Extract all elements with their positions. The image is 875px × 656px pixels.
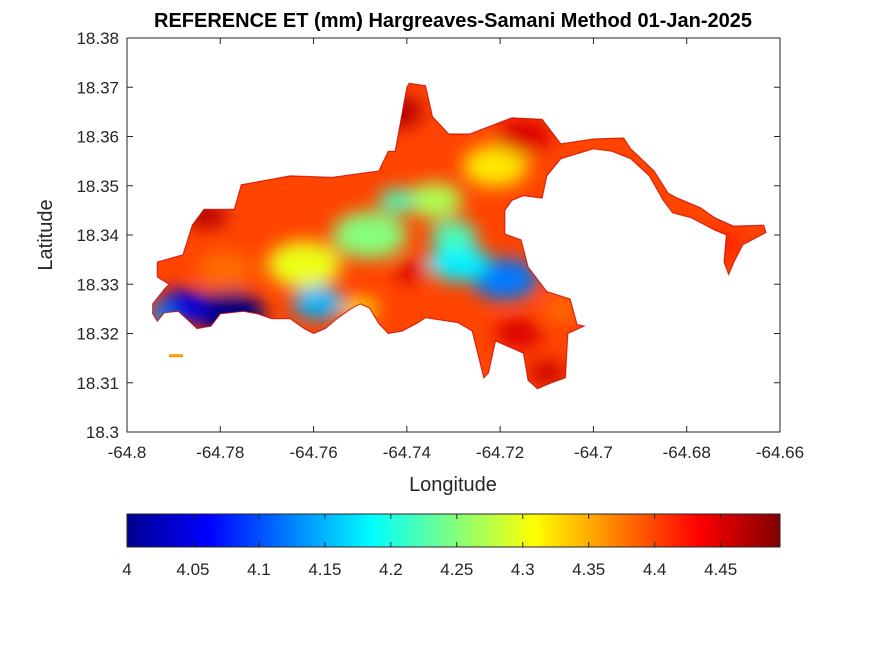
island-outline xyxy=(152,82,767,390)
colorbar-tick-label: 4.3 xyxy=(511,560,535,579)
y-tick-label: 18.34 xyxy=(76,226,119,245)
chart-title: REFERENCE ET (mm) Hargreaves-Samani Meth… xyxy=(154,10,752,32)
y-tick-label: 18.3 xyxy=(86,423,119,442)
x-tick-label: -64.66 xyxy=(756,443,804,462)
colorbar-tick-label: 4.1 xyxy=(247,560,271,579)
y-tick-label: 18.36 xyxy=(76,128,119,147)
x-axis-ticks: -64.8 -64.78 -64.76 -64.74 -64.72 -64.7 -64.68… xyxy=(108,38,804,462)
y-tick-label: 18.31 xyxy=(76,374,119,393)
colorbar-tick-label: 4.35 xyxy=(572,560,605,579)
y-tick-label: 18.32 xyxy=(76,325,119,344)
y-tick-label: 18.35 xyxy=(76,177,119,196)
colorbar-tick-label: 4.25 xyxy=(440,560,473,579)
colorbar-tick-label: 4.15 xyxy=(308,560,341,579)
field-blob xyxy=(430,220,477,250)
field-blob xyxy=(472,258,538,300)
field-blob xyxy=(495,318,543,349)
field-blob xyxy=(495,118,552,155)
colorbar-tick-label: 4.45 xyxy=(704,560,737,579)
islet xyxy=(169,354,183,358)
field-blob xyxy=(266,241,342,289)
field-blob xyxy=(528,361,566,385)
colorbar-tick-label: 4 xyxy=(122,560,131,579)
y-tick-label: 18.37 xyxy=(76,78,119,97)
field-blob xyxy=(427,242,489,282)
y-tick-label: 18.33 xyxy=(76,275,119,294)
field-blob xyxy=(197,251,253,288)
colorbar xyxy=(126,513,781,548)
field-blob xyxy=(462,145,529,187)
x-tick-label: -64.7 xyxy=(574,443,613,462)
y-axis-label: Latitude xyxy=(35,199,57,270)
x-tick-label: -64.8 xyxy=(108,443,147,462)
colorbar-tick-label: 4.4 xyxy=(643,560,667,579)
field-blob xyxy=(406,182,463,219)
field-blob xyxy=(378,188,417,213)
colorbar-tick-label: 4.2 xyxy=(379,560,403,579)
field-blob xyxy=(292,286,344,320)
colorbar-ticks: 4 4.05 4.1 4.15 4.2 4.25 4.3 4.35 4.4 4.45 xyxy=(122,514,737,579)
y-tick-label: 18.38 xyxy=(76,29,119,48)
x-tick-label: -64.72 xyxy=(476,443,524,462)
field-blob xyxy=(332,211,407,259)
colorbar-tick-label: 4.05 xyxy=(176,560,209,579)
y-axis-ticks: 18.3 18.31 18.32 18.33 18.34 18.35 18.36 18.37 1… xyxy=(76,29,780,442)
x-tick-label: -64.68 xyxy=(663,443,711,462)
field-blob xyxy=(542,297,580,321)
x-tick-label: -64.78 xyxy=(196,443,244,462)
x-tick-label: -64.74 xyxy=(383,443,431,462)
x-tick-label: -64.76 xyxy=(289,443,337,462)
field-blob xyxy=(392,257,431,282)
x-axis-label: Longitude xyxy=(409,474,497,496)
